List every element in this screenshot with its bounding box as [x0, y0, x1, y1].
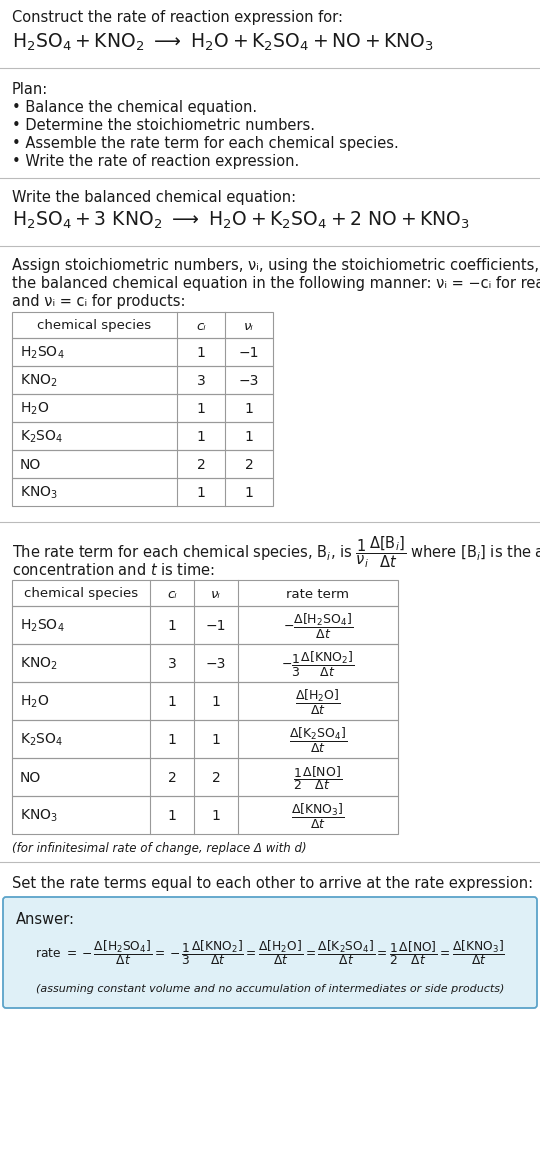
Bar [12, 606, 398, 644]
Text: The rate term for each chemical species, B$_i$, is $\dfrac{1}{\nu_i}\dfrac{\Delt: The rate term for each chemical species,… [12, 534, 540, 570]
Text: 3: 3 [197, 374, 205, 388]
Text: cᵢ: cᵢ [167, 587, 177, 600]
Text: • Write the rate of reaction expression.: • Write the rate of reaction expression. [12, 154, 299, 168]
Text: 1: 1 [197, 402, 205, 417]
Text: $\dfrac{\Delta[\mathrm{H_2O}]}{\Delta t}$: $\dfrac{\Delta[\mathrm{H_2O}]}{\Delta t}… [295, 688, 341, 716]
Text: νᵢ: νᵢ [211, 587, 221, 600]
Text: 1: 1 [167, 808, 177, 823]
Text: 1: 1 [167, 619, 177, 633]
Text: • Determine the stoichiometric numbers.: • Determine the stoichiometric numbers. [12, 118, 315, 133]
Bar [12, 796, 398, 834]
Text: $\dfrac{\Delta[\mathrm{K_2SO_4}]}{\Delta t}$: $\dfrac{\Delta[\mathrm{K_2SO_4}]}{\Delta… [289, 725, 347, 755]
Text: $\mathrm{H_2SO_4}$: $\mathrm{H_2SO_4}$ [20, 618, 65, 634]
Text: 1: 1 [245, 402, 253, 417]
Text: chemical species: chemical species [37, 319, 152, 332]
Bar [12, 394, 273, 422]
Text: $\dfrac{1}{2}\dfrac{\Delta[\mathrm{NO}]}{\Delta t}$: $\dfrac{1}{2}\dfrac{\Delta[\mathrm{NO}]}… [294, 764, 342, 792]
Text: $\dfrac{\Delta[\mathrm{KNO_3}]}{\Delta t}$: $\dfrac{\Delta[\mathrm{KNO_3}]}{\Delta t… [291, 801, 345, 831]
Text: 1: 1 [212, 808, 220, 823]
Text: −1: −1 [239, 346, 259, 360]
Bar [12, 450, 273, 479]
Bar [12, 682, 398, 720]
Text: $-\dfrac{\Delta[\mathrm{H_2SO_4}]}{\Delta t}$: $-\dfrac{\Delta[\mathrm{H_2SO_4}]}{\Delt… [283, 612, 353, 640]
Text: 1: 1 [245, 431, 253, 443]
Text: −3: −3 [206, 658, 226, 672]
Text: concentration and $t$ is time:: concentration and $t$ is time: [12, 562, 215, 578]
Bar [12, 479, 273, 505]
Text: $\mathrm{H_2O}$: $\mathrm{H_2O}$ [20, 694, 49, 710]
Text: $\mathrm{K_2SO_4}$: $\mathrm{K_2SO_4}$ [20, 428, 63, 446]
Text: 2: 2 [245, 457, 253, 472]
Text: (for infinitesimal rate of change, replace Δ with d): (for infinitesimal rate of change, repla… [12, 842, 307, 855]
Text: $\mathrm{K_2SO_4}$: $\mathrm{K_2SO_4}$ [20, 731, 63, 748]
Text: chemical species: chemical species [24, 587, 138, 600]
Text: −1: −1 [206, 619, 226, 633]
Text: 1: 1 [167, 732, 177, 746]
Text: 1: 1 [245, 486, 253, 500]
Text: NO: NO [20, 771, 41, 785]
Text: Set the rate terms equal to each other to arrive at the rate expression:: Set the rate terms equal to each other t… [12, 876, 533, 892]
Text: 1: 1 [167, 695, 177, 709]
Text: −3: −3 [239, 374, 259, 388]
Text: and νᵢ = cᵢ for products:: and νᵢ = cᵢ for products: [12, 294, 186, 309]
Bar [12, 580, 398, 606]
Text: $\mathrm{KNO_3}$: $\mathrm{KNO_3}$ [20, 807, 58, 824]
Text: νᵢ: νᵢ [244, 319, 254, 332]
Text: 1: 1 [197, 431, 205, 443]
Bar [12, 312, 273, 338]
Text: $\mathregular{H_2SO_4 + 3\ KNO_2 \ \longrightarrow \ H_2O + K_2SO_4 + 2\ NO + KN: $\mathregular{H_2SO_4 + 3\ KNO_2 \ \long… [12, 209, 470, 232]
Text: Construct the rate of reaction expression for:: Construct the rate of reaction expressio… [12, 11, 343, 25]
Text: 2: 2 [197, 457, 205, 472]
Bar [12, 720, 398, 758]
Text: Write the balanced chemical equation:: Write the balanced chemical equation: [12, 190, 296, 205]
Text: Assign stoichiometric numbers, νᵢ, using the stoichiometric coefficients, cᵢ, fr: Assign stoichiometric numbers, νᵢ, using… [12, 259, 540, 273]
Text: 1: 1 [197, 486, 205, 500]
Text: 1: 1 [212, 695, 220, 709]
Text: $\mathrm{KNO_3}$: $\mathrm{KNO_3}$ [20, 484, 58, 501]
Text: Plan:: Plan: [12, 82, 48, 97]
Text: $\mathregular{H_2SO_4 + KNO_2 \ \longrightarrow \ H_2O + K_2SO_4 + NO + KNO_3}$: $\mathregular{H_2SO_4 + KNO_2 \ \longrig… [12, 32, 434, 54]
Text: $\mathrm{KNO_2}$: $\mathrm{KNO_2}$ [20, 373, 58, 390]
Text: $\mathrm{H_2SO_4}$: $\mathrm{H_2SO_4}$ [20, 345, 65, 362]
Bar [12, 422, 273, 450]
Text: rate term: rate term [287, 587, 349, 600]
Text: (assuming constant volume and no accumulation of intermediates or side products): (assuming constant volume and no accumul… [36, 984, 504, 994]
Text: the balanced chemical equation in the following manner: νᵢ = −cᵢ for reactants: the balanced chemical equation in the fo… [12, 276, 540, 291]
Text: NO: NO [20, 457, 41, 472]
Text: 2: 2 [167, 771, 177, 785]
Text: 1: 1 [212, 732, 220, 746]
Text: 1: 1 [197, 346, 205, 360]
Text: cᵢ: cᵢ [196, 319, 206, 332]
Bar [12, 644, 398, 682]
Text: $-\dfrac{1}{3}\dfrac{\Delta[\mathrm{KNO_2}]}{\Delta t}$: $-\dfrac{1}{3}\dfrac{\Delta[\mathrm{KNO_… [281, 649, 355, 679]
FancyBboxPatch shape [3, 897, 537, 1009]
Text: $\mathrm{KNO_2}$: $\mathrm{KNO_2}$ [20, 656, 58, 673]
Text: 3: 3 [167, 658, 177, 672]
Text: 2: 2 [212, 771, 220, 785]
Text: • Balance the chemical equation.: • Balance the chemical equation. [12, 99, 257, 115]
Text: • Assemble the rate term for each chemical species.: • Assemble the rate term for each chemic… [12, 136, 399, 151]
Text: rate $= -\dfrac{\Delta[\mathrm{H_2SO_4}]}{\Delta t} = -\dfrac{1}{3}\dfrac{\Delta: rate $= -\dfrac{\Delta[\mathrm{H_2SO_4}]… [35, 938, 505, 966]
Text: $\mathrm{H_2O}$: $\mathrm{H_2O}$ [20, 401, 49, 418]
Bar [12, 366, 273, 394]
Bar [12, 758, 398, 796]
Bar [12, 338, 273, 366]
Text: Answer:: Answer: [16, 911, 75, 927]
